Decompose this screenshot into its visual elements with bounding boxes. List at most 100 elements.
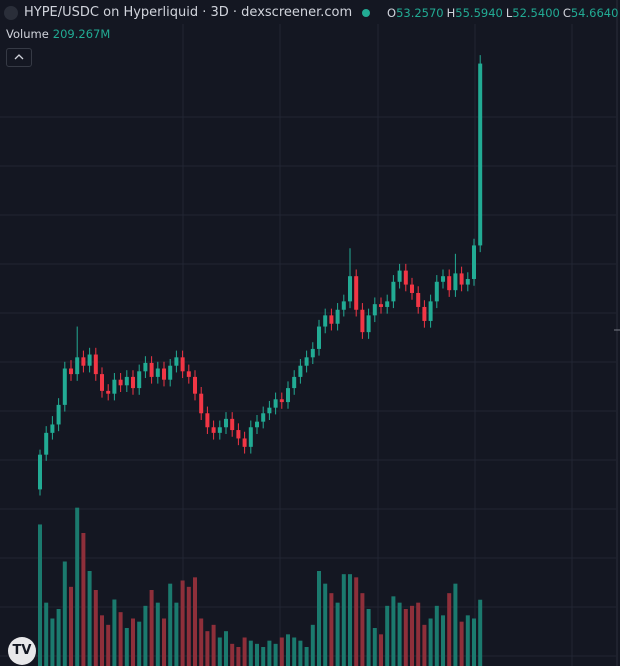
volume-bar [292,637,297,666]
volume-bar [205,631,210,666]
volume-bar [149,590,154,666]
candle-body [69,368,73,375]
candle-body [261,413,266,422]
candle-body [100,374,104,391]
candle-body [217,427,222,433]
volume-bar [38,524,42,666]
volume-bar [224,631,228,666]
volume-bar [360,593,365,666]
tradingview-logo[interactable]: TV [8,637,36,665]
volume-bar [273,643,278,666]
candle-body [149,362,154,377]
candle-body [44,432,49,455]
candle-body [137,371,142,389]
candle-body [118,379,123,386]
candle-body [236,430,241,439]
candle-body [391,281,396,302]
candle-body [211,427,216,433]
candle-body [434,281,439,302]
volume-bar [416,602,421,666]
candle-body [341,301,346,310]
volume-bar [87,571,92,666]
volume-bar [230,643,235,666]
candle-body [112,379,117,394]
volume-bar [75,507,80,666]
volume-bar [193,577,197,666]
volume-bar [62,561,67,666]
status-dot [362,9,370,17]
volume-bar [341,574,346,666]
candle-body [174,357,179,366]
collapse-button[interactable] [6,48,32,67]
candle-body [106,390,111,394]
candle-body [428,301,433,321]
candle-body [124,376,129,386]
volume-bar [422,624,427,666]
volume-bar [428,618,433,666]
volume-bar [348,574,352,666]
candle-body [193,376,197,394]
candle-body [472,245,476,279]
volume-bar [323,583,328,666]
volume-bar [186,586,191,666]
volume-bar [81,533,86,666]
volume-bar [50,618,55,666]
candle-body [162,368,166,380]
legend-label: O [387,6,397,20]
volume-bar [379,634,383,666]
volume-bar [317,571,321,666]
candle-body [379,304,383,307]
candle-body [385,301,390,307]
candle-body [310,348,315,358]
volume-bar [155,602,160,666]
candle-body [205,413,210,428]
candle-body [366,315,371,333]
candle-body [56,404,61,425]
volume-bar [174,602,179,666]
candle-body [93,354,98,375]
volume-bar [447,593,452,666]
candle-body [478,63,483,246]
candle-body [87,354,92,366]
candle-body [255,421,259,428]
volume-bar [180,580,185,666]
legend-label: C [562,6,571,20]
candle-body [397,270,402,282]
volume-bar [199,618,204,666]
candle-body [267,407,272,414]
volume-bar [397,602,402,666]
legend-value: 55.5940 [455,6,503,20]
volume-bar [143,605,148,666]
volume-value: 209.267M [52,27,111,41]
candle-body [230,418,235,431]
volume-bar [410,605,414,666]
chart-title: HYPE/USDC on Hyperliquid · 3D · dexscree… [24,5,353,20]
volume-bar [44,602,49,666]
candle-body [422,306,427,321]
volume-bar [93,590,98,666]
volume-bar [391,596,396,666]
volume-bar [211,624,216,666]
candle-body [323,315,328,327]
volume-bar [131,618,135,666]
volume-name: Volume [6,27,49,41]
candle-body [286,388,290,403]
volume-bar [100,615,104,666]
candle-body [372,304,377,316]
volume-bar [304,647,309,666]
candle-body [459,273,464,285]
candle-body [453,273,458,291]
candle-body [186,371,191,377]
volume-bar [366,609,371,666]
candle-body [180,357,185,372]
candle-body [354,276,359,310]
volume-bar [255,643,259,666]
volume-bar [465,615,470,666]
candle-body [279,399,284,403]
volume-legend: Volume 209.267M [6,27,110,41]
volume-bar [286,634,290,666]
volume-bar [124,628,129,666]
legend-value: 54.6640 [570,6,619,20]
candle-body [242,438,247,447]
